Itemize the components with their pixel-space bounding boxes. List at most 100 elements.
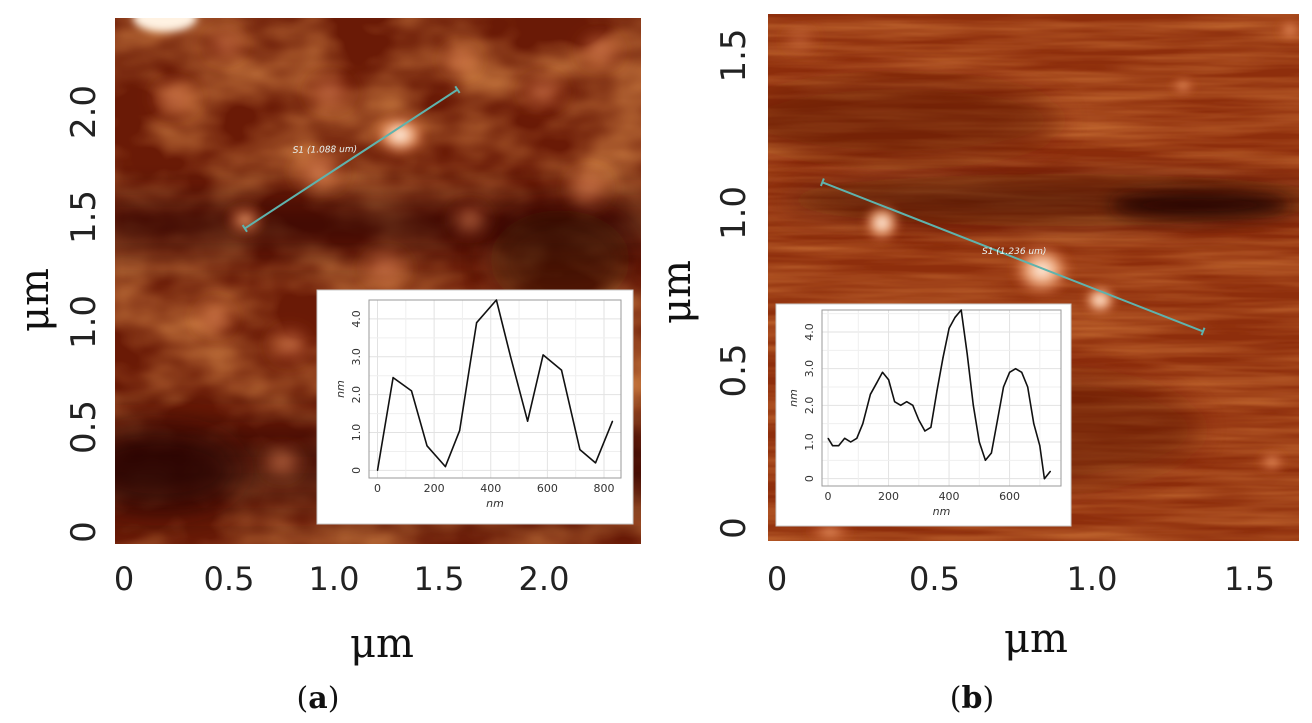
inset-y-tick-label: 0 xyxy=(350,467,363,474)
profile-point xyxy=(900,404,902,406)
profile-point xyxy=(856,437,858,439)
profile-point xyxy=(495,299,498,301)
y-tick-label: 1.5 xyxy=(714,28,754,82)
profile-point xyxy=(1043,478,1045,480)
inset-y-tick-label: 1.0 xyxy=(803,433,816,451)
profile-point xyxy=(881,371,884,373)
profile-point xyxy=(376,469,379,472)
y-tick-label: 1.5 xyxy=(64,190,104,244)
inset-y-tick-label: 3.0 xyxy=(350,348,363,366)
inset-y-tick-label: 3.0 xyxy=(803,360,816,378)
height-profile-chart-a: 0 200 400 600 800 0 1.0 2.0 3.0 4.0 nm nm xyxy=(316,289,634,525)
profile-point xyxy=(918,419,920,421)
inset-x-tick-label: 600 xyxy=(537,482,558,495)
section-line-a xyxy=(244,88,459,230)
height-profile-chart-b: 0 200 400 600 0 1.0 2.0 3.0 4.0 nm nm xyxy=(775,303,1072,527)
x-tick-label: 1.5 xyxy=(1224,560,1275,598)
profile-point xyxy=(392,377,394,379)
profile-point xyxy=(966,353,968,355)
x-tick-label: 0.5 xyxy=(909,560,960,598)
inset-plot-frame xyxy=(368,299,622,479)
profile-point xyxy=(1002,386,1005,388)
profile-point xyxy=(942,357,944,359)
y-tick-label: 2.0 xyxy=(64,85,104,139)
inset-y-tick-label: 4.0 xyxy=(803,323,816,341)
inset-y-tick-label: 1.0 xyxy=(350,424,363,442)
profile-point xyxy=(862,423,864,425)
inset-y-tick-label: 2.0 xyxy=(350,386,363,404)
profile-point xyxy=(426,445,428,447)
profile-point xyxy=(475,322,478,324)
inset-plot-frame xyxy=(821,309,1062,487)
inset-x-tick-label: 400 xyxy=(480,482,501,495)
inset-y-tick-label: 2.0 xyxy=(803,397,816,415)
y-ticks-b: 0 0.5 1.0 1.5 xyxy=(714,28,754,538)
profile-point xyxy=(990,452,993,454)
profile-point xyxy=(844,437,846,439)
profile-point xyxy=(827,437,829,439)
inset-y-axis-label: nm xyxy=(787,389,800,407)
x-ticks-a: 0 0.5 1.0 1.5 2.0 xyxy=(114,560,570,598)
y-tick-label: 1.0 xyxy=(714,186,754,240)
profile-point xyxy=(996,419,999,421)
profile-point xyxy=(948,327,950,329)
profile-point xyxy=(887,379,890,381)
profile-point xyxy=(509,356,512,358)
inset-x-tick-label: 600 xyxy=(999,490,1020,503)
profile-point xyxy=(978,441,980,443)
section-line-cap xyxy=(819,178,825,187)
x-tick-label: 1.0 xyxy=(1067,560,1118,598)
profile-point xyxy=(838,445,840,447)
profile-point xyxy=(972,404,974,406)
section-label-b: S1 (1.236 um) xyxy=(982,247,1046,257)
profile-point xyxy=(960,309,962,311)
y-tick-label: 0 xyxy=(714,517,754,539)
profile-point xyxy=(579,448,581,451)
inset-background xyxy=(316,289,634,525)
profile-point xyxy=(831,445,834,447)
inset-x-tick-label: 0 xyxy=(374,482,381,495)
profile-point xyxy=(850,441,852,443)
profile-point xyxy=(875,382,878,384)
inset-y-tick-label: 4.0 xyxy=(350,310,363,328)
profile-point xyxy=(1021,371,1023,373)
profile-point xyxy=(954,316,956,318)
profile-point xyxy=(459,430,461,432)
profile-point xyxy=(560,369,563,371)
inset-x-tick-label: 0 xyxy=(825,490,832,503)
caption-a: (a) xyxy=(297,681,340,716)
caption-b: (b) xyxy=(950,681,994,716)
section-line-b xyxy=(822,181,1204,333)
inset-x-tick-label: 200 xyxy=(424,482,445,495)
x-tick-label: 1.5 xyxy=(414,560,465,598)
panel-b: S1 (1.236 um) 0 0.5 1.0 1.5 0 0.5 1.0 1.5 μm μ… xyxy=(654,14,1299,716)
inset-x-tick-label: 800 xyxy=(594,482,615,495)
profile-point xyxy=(1039,445,1041,447)
profile-point xyxy=(1008,371,1011,373)
panel-a: S1 (1.088 um) 0 0.5 1.0 1.5 2.0 0 0.5 1.0 1.5 2.… xyxy=(12,18,641,716)
profile-point xyxy=(594,462,597,464)
profile-series-line xyxy=(827,309,1052,480)
inset-y-tick-label: 0 xyxy=(803,475,816,482)
x-axis-label-b: μm xyxy=(1004,616,1068,662)
section-line-cap xyxy=(454,85,461,94)
profile-point xyxy=(906,401,908,403)
profile-point xyxy=(542,354,544,356)
inset-x-tick-label: 400 xyxy=(939,490,960,503)
profile-point xyxy=(1027,386,1029,388)
section-label-a: S1 (1.088 um) xyxy=(293,145,358,156)
y-tick-label: 0.5 xyxy=(64,400,104,454)
inset-background xyxy=(775,303,1072,527)
inset-x-tick-label: 200 xyxy=(878,490,899,503)
section-line-cap xyxy=(1200,327,1206,336)
y-tick-label: 1.0 xyxy=(64,295,104,349)
profile-point xyxy=(410,390,413,392)
x-tick-label: 0 xyxy=(114,560,134,598)
x-tick-label: 1.0 xyxy=(309,560,360,598)
y-tick-label: 0.5 xyxy=(714,343,754,397)
profile-point xyxy=(924,430,926,432)
y-axis-label-b: μm xyxy=(654,260,700,324)
profile-point xyxy=(912,404,914,406)
x-tick-label: 2.0 xyxy=(519,560,570,598)
